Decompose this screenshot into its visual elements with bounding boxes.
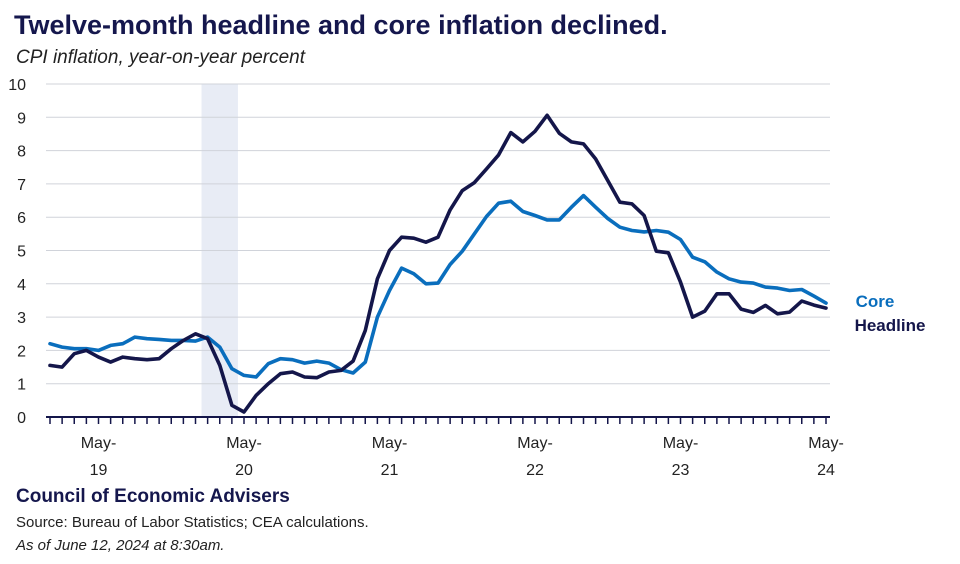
y-tick-label: 1 — [17, 377, 26, 394]
y-tick-label: 3 — [17, 310, 26, 327]
x-tick-label: May- — [663, 435, 699, 452]
series-line-headline — [48, 113, 828, 414]
series-label-core: Core — [856, 292, 895, 311]
series-layer — [48, 113, 828, 414]
x-tick-label: May- — [517, 435, 553, 452]
series-labels: Headline Core — [855, 292, 926, 335]
x-tick-label: 24 — [817, 462, 835, 479]
x-tick-label: 23 — [672, 462, 690, 479]
x-tick-label: 22 — [526, 462, 544, 479]
chart-title: Twelve-month headline and core inflation… — [14, 10, 668, 40]
y-tick-label: 7 — [17, 177, 26, 194]
y-tick-label: 10 — [8, 77, 26, 94]
x-tick-label: May- — [81, 435, 117, 452]
y-tick-label: 0 — [17, 410, 26, 427]
x-tick-label: May- — [808, 435, 844, 452]
y-tick-label: 8 — [17, 144, 26, 161]
x-tick-label: May- — [372, 435, 408, 452]
organization-name: Council of Economic Advisers — [16, 486, 290, 507]
series-line-core — [48, 193, 828, 379]
y-tick-label: 5 — [17, 244, 26, 261]
y-tick-label: 4 — [17, 277, 26, 294]
y-axis: 0 1 2 3 4 5 6 7 8 9 10 — [8, 77, 26, 427]
y-tick-label: 6 — [17, 210, 26, 227]
x-tick-label: May- — [226, 435, 262, 452]
as-of-note: As of June 12, 2024 at 8:30am. — [16, 537, 225, 554]
source-note: Source: Bureau of Labor Statistics; CEA … — [16, 514, 369, 531]
y-tick-label: 9 — [17, 110, 26, 127]
x-tick-label: 19 — [90, 462, 108, 479]
x-tick-label: 20 — [235, 462, 253, 479]
series-label-headline: Headline — [855, 316, 926, 335]
x-axis: May- 19 May- 20 May- 21 May- 22 May- 23 May- 24 — [46, 416, 844, 479]
chart-subtitle: CPI inflation, year-on-year percent — [16, 47, 306, 68]
y-tick-label: 2 — [17, 343, 26, 360]
x-tick-label: 21 — [381, 462, 399, 479]
